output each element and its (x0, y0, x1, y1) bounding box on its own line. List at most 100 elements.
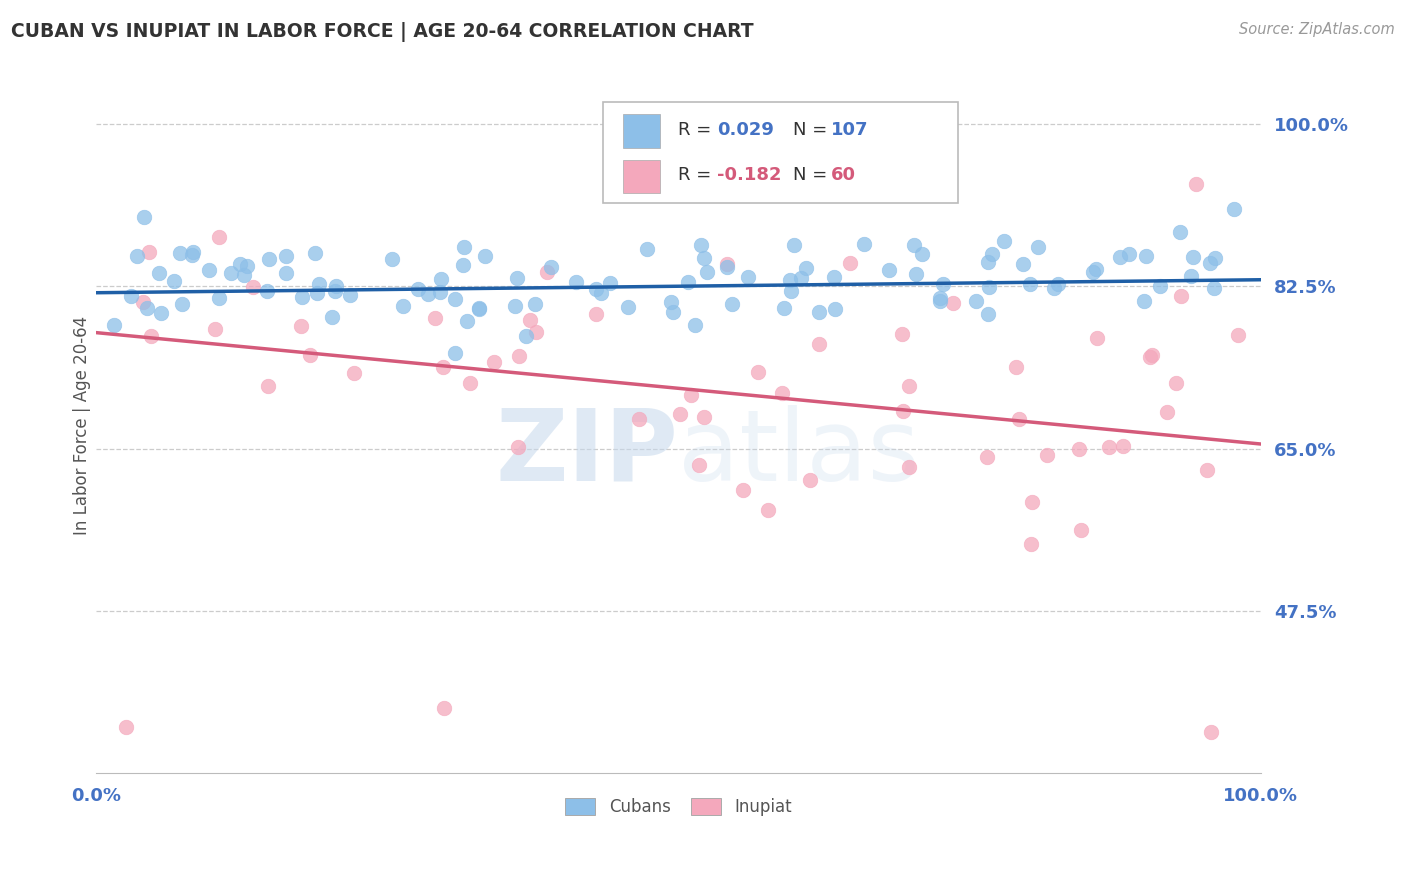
Point (453, 240, 475, 254)
Point (773, 301, 796, 316)
Point (929, 291, 952, 305)
Point (1168, 225, 1191, 239)
Point (233, 268, 256, 283)
Point (242, 280, 264, 294)
Point (662, 304, 685, 318)
Point (1021, 495, 1043, 509)
Point (877, 263, 900, 277)
Point (589, 285, 612, 300)
Point (1069, 442, 1091, 457)
Point (681, 388, 703, 402)
Point (456, 313, 478, 327)
Point (1019, 277, 1042, 292)
Point (114, 720, 136, 734)
Point (891, 404, 914, 418)
Point (219, 266, 242, 280)
Point (343, 366, 366, 380)
Point (1042, 280, 1064, 294)
Point (1181, 250, 1204, 264)
Point (737, 270, 759, 285)
Point (321, 310, 343, 325)
Point (965, 293, 987, 308)
Point (1005, 360, 1028, 375)
Point (942, 295, 965, 310)
Point (236, 260, 259, 274)
Point (1085, 331, 1108, 345)
Point (852, 236, 875, 251)
Point (136, 301, 159, 315)
Point (716, 257, 738, 271)
Point (1204, 281, 1226, 295)
Text: R =: R = (679, 120, 717, 139)
Point (198, 263, 221, 277)
Point (1166, 376, 1188, 390)
Text: 60: 60 (831, 166, 856, 184)
Point (291, 290, 314, 304)
Point (474, 250, 496, 264)
Point (125, 249, 148, 263)
Point (433, 701, 456, 715)
Y-axis label: In Labor Force | Age 20-64: In Labor Force | Age 20-64 (73, 316, 91, 535)
Point (1139, 350, 1161, 364)
Point (139, 328, 162, 343)
Point (429, 285, 451, 299)
Point (628, 412, 651, 426)
Legend: Cubans, Inupiat: Cubans, Inupiat (557, 789, 800, 824)
Point (208, 230, 231, 244)
Point (163, 274, 186, 288)
Point (1185, 177, 1208, 191)
Text: ZIP: ZIP (495, 405, 679, 502)
Point (298, 348, 321, 362)
Point (430, 271, 453, 285)
Point (519, 313, 541, 327)
Point (824, 302, 846, 317)
Point (204, 321, 226, 335)
Point (508, 349, 530, 363)
Point (932, 277, 955, 292)
Point (1199, 724, 1222, 739)
Point (208, 291, 231, 305)
Point (976, 307, 998, 321)
Point (1085, 261, 1108, 276)
Point (898, 460, 921, 475)
Point (169, 245, 191, 260)
Point (1226, 328, 1249, 343)
Point (506, 440, 529, 454)
Point (381, 252, 404, 267)
Point (585, 282, 607, 296)
Point (790, 270, 813, 285)
Text: CUBAN VS INUPIAT IN LABOR FORCE | AGE 20-64 CORRELATION CHART: CUBAN VS INUPIAT IN LABOR FORCE | AGE 20… (11, 22, 754, 42)
Point (1028, 240, 1050, 254)
Point (482, 355, 505, 369)
Point (138, 244, 160, 259)
FancyBboxPatch shape (603, 102, 957, 202)
Point (617, 300, 640, 314)
Point (392, 298, 415, 312)
Point (1098, 440, 1121, 454)
Point (904, 268, 927, 282)
Point (669, 407, 692, 421)
Point (911, 247, 934, 261)
Point (524, 296, 547, 310)
Point (132, 210, 155, 224)
Point (794, 261, 817, 276)
Point (256, 379, 278, 393)
Point (1170, 289, 1192, 303)
Point (103, 318, 125, 333)
Point (1046, 277, 1069, 291)
Point (599, 276, 621, 290)
Point (444, 292, 467, 306)
Point (181, 248, 204, 262)
Point (172, 297, 194, 311)
Point (274, 249, 297, 263)
Point (229, 257, 252, 271)
Point (290, 319, 312, 334)
Point (976, 450, 998, 464)
Point (444, 346, 467, 360)
Point (756, 503, 779, 517)
Point (733, 483, 755, 498)
Point (716, 260, 738, 274)
Point (688, 458, 710, 473)
Point (468, 301, 491, 315)
Point (683, 318, 706, 332)
